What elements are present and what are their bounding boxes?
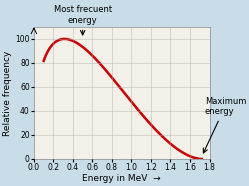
X-axis label: Energy in MeV  →: Energy in MeV → — [82, 174, 161, 182]
Y-axis label: Relative frequency: Relative frequency — [3, 50, 12, 136]
Text: Most frecuent
energy: Most frecuent energy — [54, 5, 112, 35]
Text: Maximum
energy: Maximum energy — [203, 97, 246, 153]
